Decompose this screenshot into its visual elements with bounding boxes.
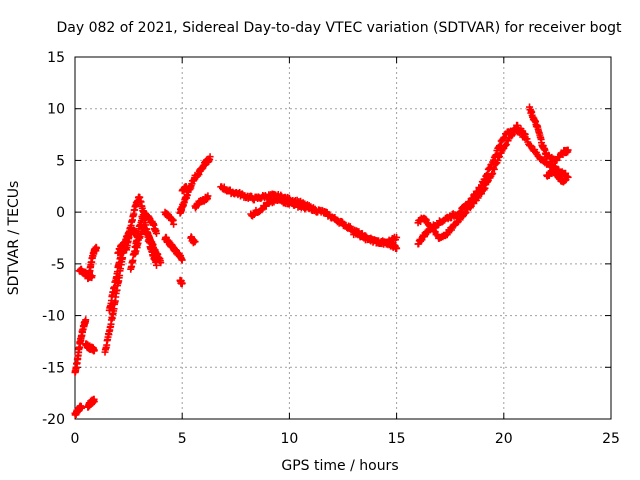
series-arc-v [350,228,401,248]
series-arc-n [176,276,186,288]
data-point [157,259,165,267]
data-point [191,238,199,246]
data-point [170,220,178,228]
plot-frame [74,56,612,420]
series-arc-w [414,124,572,248]
data-point [508,132,516,140]
x-tick-label: 0 [71,431,80,447]
data-point [206,153,214,161]
y-tick-label: -10 [42,309,65,325]
data-point [481,184,489,192]
grid-lines [75,57,611,419]
data-point [90,347,98,355]
data-point [502,141,510,149]
data-point [489,170,497,178]
y-tick-label: 0 [56,205,65,221]
x-tick-label: 15 [388,431,406,447]
y-tick-label: 5 [56,153,65,169]
data-point [92,244,100,252]
series-arc-z [543,167,570,186]
data-point [514,121,522,129]
series-arc-q [193,153,214,180]
series-arc-x [414,121,529,242]
data-point [484,178,492,186]
data-point [490,165,498,173]
data-point [307,204,315,212]
data-point [182,183,190,191]
data-point [521,130,529,138]
series-arc-b [71,402,85,419]
data-point [393,233,401,241]
data-point [495,153,503,161]
data-point [204,192,212,200]
y-tick-label: -20 [42,412,65,428]
series-arc-u [247,194,315,220]
data-point [152,229,160,237]
series-arc-s [187,233,199,247]
series-arc-o [176,171,199,217]
data-point [466,204,474,212]
data-point [428,223,436,231]
series-arc-e [84,243,100,283]
x-tick-label: 5 [178,431,187,447]
y-tick-label: 15 [47,50,65,66]
data-point [393,244,401,252]
series-arc-y [526,103,572,164]
data-point [90,398,98,406]
y-tick-label: -5 [51,257,65,273]
data-point [564,146,572,154]
x-axis-ticks: 0 5 10 15 20 25 [71,57,620,447]
data-point [508,131,516,139]
y-axis-label: SDTVAR / TECUs [6,181,22,296]
x-tick-label: 20 [495,431,513,447]
data-point [462,208,470,216]
series-arc-f [82,340,98,355]
x-tick-label: 10 [280,431,298,447]
data-point [523,135,531,143]
series-arc-a [71,316,90,376]
chart-title: Day 082 of 2021, Sidereal Day-to-day VTE… [56,20,622,36]
data-points [71,103,572,419]
data-point [178,279,186,287]
data-point [178,256,186,264]
series-arc-m [161,233,186,264]
data-point [258,206,266,214]
data-point [562,176,570,184]
y-axis-ticks: 15 10 5 0 -5 -10 -15 -20 [42,50,611,428]
data-point [77,404,85,412]
data-point [496,153,504,161]
y-tick-label: -15 [42,360,65,376]
series-arc-l [161,208,178,228]
data-point [82,316,90,324]
series-arc-k [131,222,165,267]
data-point [152,261,160,269]
series-arc-g [101,224,135,356]
x-tick-label: 25 [602,431,620,447]
series-arc-p [178,183,190,195]
x-axis-label: GPS time / hours [281,458,398,474]
y-tick-label: 10 [47,102,65,118]
series-arc-c [84,395,98,411]
series-arc-r [191,192,212,212]
